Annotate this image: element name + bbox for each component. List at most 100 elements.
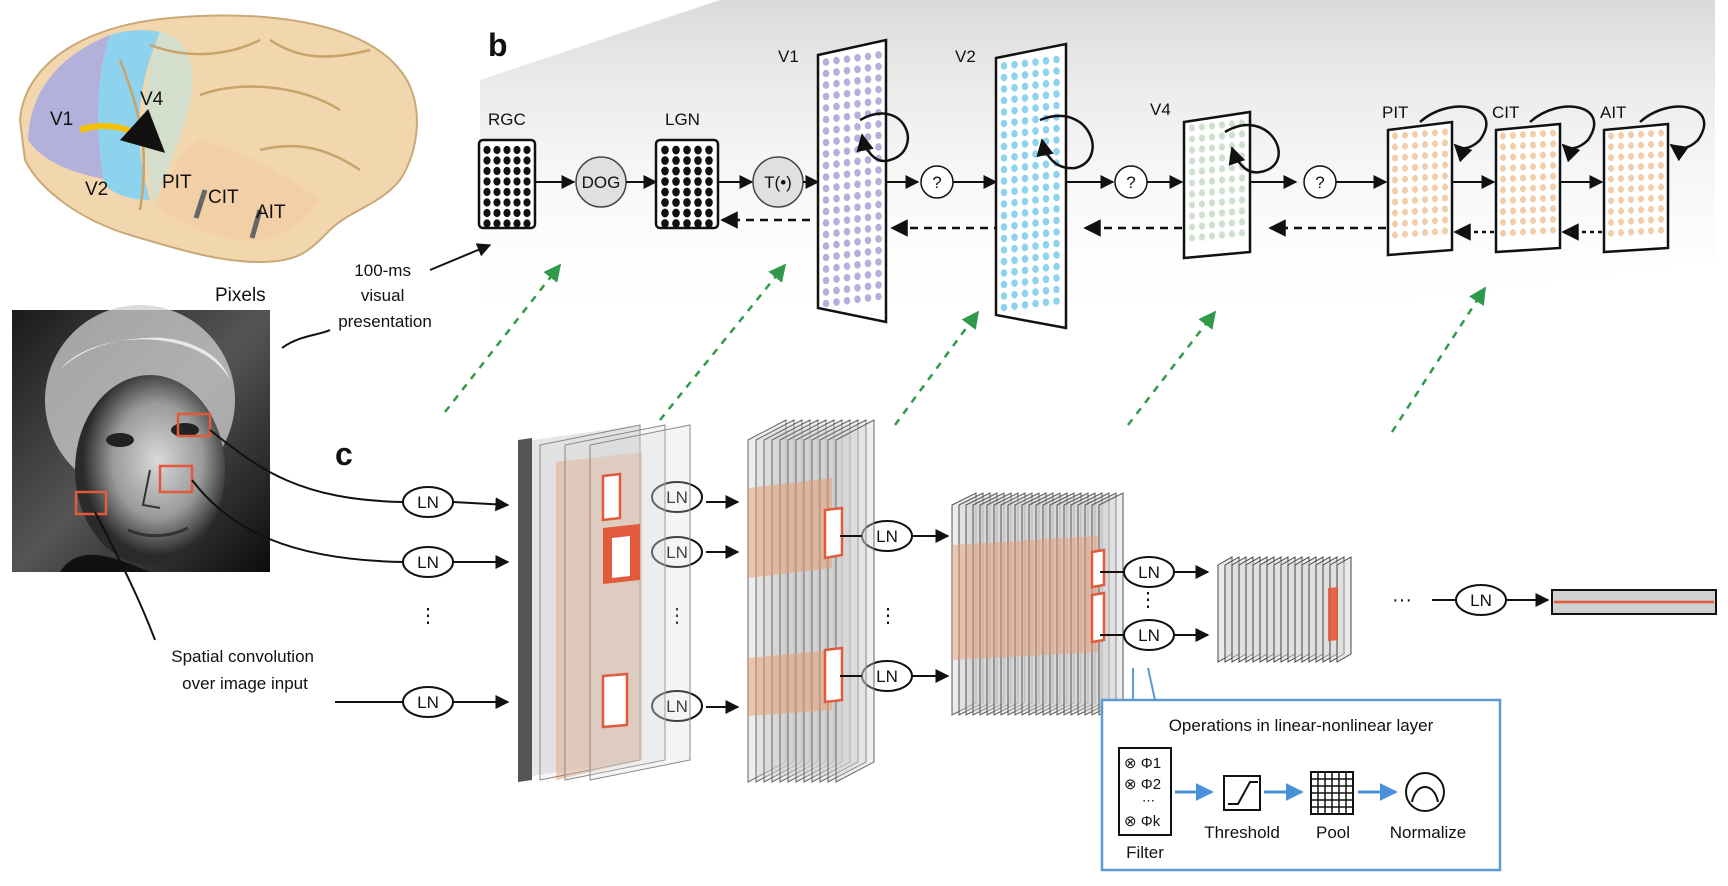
unit-dot [1011, 83, 1018, 92]
unit-dot [864, 179, 872, 187]
unit-dot [1238, 130, 1246, 138]
feature-map-sheet [1007, 492, 1033, 716]
unit-dot [875, 177, 882, 186]
step-filter: Filter [1126, 843, 1164, 862]
dog-operation: DOG [575, 156, 627, 208]
ln-node-label: LN [1138, 563, 1160, 582]
unit-dot [1228, 197, 1236, 205]
unit-dot [503, 145, 511, 155]
unit-dot [854, 180, 861, 189]
patch-1 [176, 412, 212, 438]
unit-dot [875, 258, 882, 266]
unit-dot [1042, 195, 1050, 203]
unit-dot [1432, 195, 1438, 203]
unit-dot [1442, 205, 1448, 213]
unit-dot [1628, 152, 1634, 160]
unit-dot [672, 177, 680, 186]
unit-dot [1638, 217, 1644, 225]
ventral-stream-arrow [79, 109, 166, 153]
unit-dot [1530, 217, 1536, 225]
brain-label-v1: V1 [50, 109, 73, 130]
brain-label-v2: V2 [85, 179, 108, 200]
unit-dot [1520, 131, 1526, 139]
unit-dot [672, 187, 680, 197]
unit-dot [1648, 194, 1654, 202]
cnn-layer-2 [747, 419, 875, 783]
unit-dot [503, 166, 511, 176]
ln-node: LN [402, 546, 454, 578]
unit-dot [1658, 215, 1664, 223]
unit-dot [661, 219, 669, 228]
unit-dot [1500, 154, 1506, 162]
unit-dot [1510, 218, 1516, 226]
unit-dot [1618, 164, 1624, 172]
unit-dot [854, 54, 861, 62]
unit-dot [864, 282, 872, 291]
feature-map-sheet [1336, 556, 1352, 663]
unit-dot [854, 100, 861, 108]
unit-dot [1053, 193, 1060, 202]
unit-dot [864, 64, 872, 72]
unit-dot [833, 206, 840, 214]
unit-dot [1638, 173, 1644, 181]
unit-dot [1628, 228, 1634, 236]
patch-connectors [94, 429, 404, 704]
ellipsis-horizontal: ··· [1392, 589, 1412, 611]
unit-dot [1042, 80, 1050, 88]
unit-dot [1032, 81, 1039, 89]
unit-dot [1638, 184, 1644, 192]
cnn-layer-4 [1217, 556, 1352, 663]
unit-dot [1198, 167, 1206, 175]
cit-layer [1494, 105, 1596, 254]
ln-node-label: LN [417, 693, 439, 712]
unit-dot [523, 208, 531, 218]
unit-dot [1638, 206, 1644, 214]
unit-dot [1188, 124, 1196, 132]
unit-dot [1011, 198, 1018, 207]
unit-dot [1021, 266, 1029, 275]
v2-recurrent-arrow [1036, 114, 1094, 170]
unit-dot [1238, 218, 1246, 226]
unit-dot [1510, 207, 1516, 215]
unit-dot [1658, 151, 1664, 159]
unit-dot [1021, 140, 1029, 148]
unit-dot [1422, 130, 1428, 138]
unit-dot [1021, 278, 1029, 286]
unit-dot [705, 219, 713, 228]
unit-dot [1228, 131, 1236, 139]
cnn-layer-3 [951, 492, 1124, 716]
unit-dot [1442, 128, 1448, 136]
unit-dot [1618, 142, 1624, 150]
unit-dot [1188, 212, 1196, 220]
unit-dot [1510, 153, 1516, 161]
unit-dot [1208, 232, 1216, 240]
label-v4: V4 [1150, 100, 1171, 119]
unit-dot [1412, 141, 1418, 149]
unit-dot [1011, 302, 1018, 310]
unit-dot [833, 229, 840, 237]
unit-dot [875, 189, 882, 197]
unit-dot [1550, 215, 1556, 223]
unit-dot [1188, 179, 1196, 187]
unit-dot [1000, 108, 1008, 116]
unit-dot [1188, 234, 1196, 242]
unit-dot [1198, 222, 1206, 230]
unit-dot [1540, 151, 1546, 159]
unit-dot [1021, 82, 1029, 91]
label-v2: V2 [955, 47, 976, 66]
unit-dot [854, 77, 861, 85]
unit-dot [1618, 207, 1624, 215]
unit-dot [822, 115, 830, 124]
unit-dot [1053, 216, 1060, 225]
output-vector [1551, 589, 1717, 615]
unit-dot [864, 202, 872, 210]
unit-dot [854, 249, 861, 258]
unit-dot [1550, 161, 1556, 169]
unit-dot [1032, 207, 1039, 216]
unit-dot [1218, 198, 1226, 206]
unit-dot [843, 112, 851, 121]
filter-phi-2: ⊗ Φ2 [1124, 776, 1161, 793]
unit-dot [1422, 207, 1428, 215]
step-pool: Pool [1316, 823, 1350, 842]
feature-map-sheet [979, 492, 1005, 716]
